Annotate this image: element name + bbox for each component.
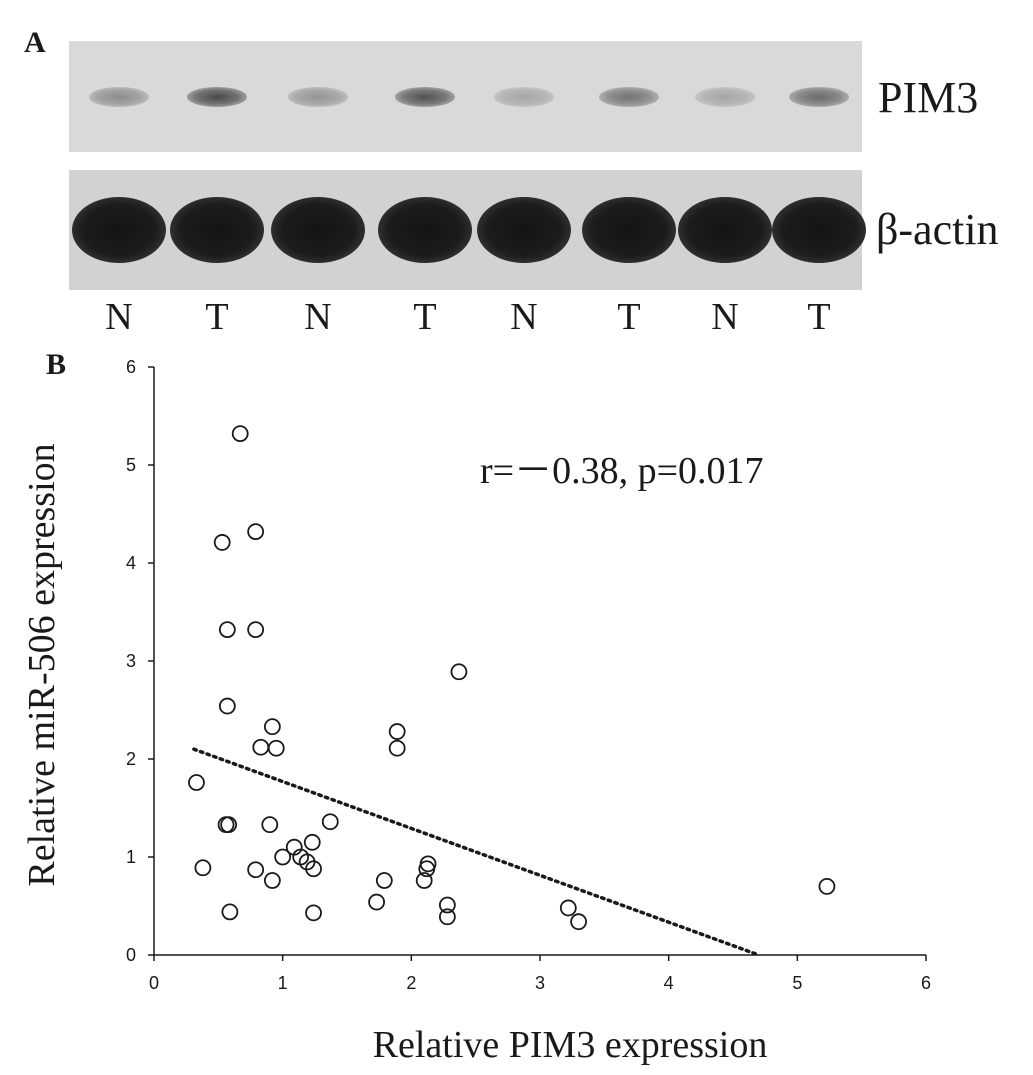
data-point	[247, 523, 265, 541]
pim3-band	[395, 87, 455, 107]
pim3-band	[89, 87, 149, 107]
pim3-band	[187, 87, 247, 107]
data-point	[188, 774, 205, 791]
data-point	[415, 872, 433, 889]
y-tick-label: 0	[126, 945, 136, 965]
data-points	[188, 425, 836, 931]
x-axis-title: Relative PIM3 expression	[373, 1024, 768, 1066]
data-point	[450, 663, 468, 681]
y-tick-label: 2	[126, 749, 136, 769]
lane-label: T	[205, 296, 229, 338]
beta-actin-band	[582, 197, 676, 263]
x-tick-label: 0	[149, 973, 159, 993]
beta-actin-band	[170, 197, 264, 263]
data-point	[263, 718, 281, 736]
lane-label: N	[510, 296, 538, 338]
correlation-annotation: r=－0.38, p=0.017	[480, 450, 764, 492]
data-point	[388, 739, 406, 757]
y-tick-label: 6	[126, 357, 136, 377]
pim3-row-label: PIM3	[878, 73, 979, 122]
beta-actin-band	[772, 197, 866, 263]
pim3-band	[494, 87, 554, 107]
x-tick-label: 5	[792, 973, 802, 993]
lane-label: T	[617, 296, 641, 338]
scatter-plot: 0 1 2 3 4 5 6 0 1 2 3 4 5 6 Relative PIM3 expression…	[21, 357, 931, 1066]
data-point	[220, 816, 238, 834]
lane-label: T	[807, 296, 831, 338]
beta-actin-blot	[69, 170, 866, 290]
panel-b-label: B	[46, 348, 67, 381]
data-point	[247, 621, 265, 639]
pim3-band	[599, 87, 659, 107]
lane-label: N	[304, 296, 332, 338]
data-point	[263, 872, 281, 889]
pim3-band	[288, 87, 348, 107]
y-tick-label: 5	[126, 455, 136, 475]
data-point	[218, 621, 236, 639]
data-point	[218, 697, 236, 715]
x-tick-label: 1	[278, 973, 288, 993]
beta-actin-row-label: β-actin	[876, 205, 999, 254]
data-point	[194, 859, 212, 877]
pim3-band	[789, 87, 849, 107]
data-point	[559, 899, 577, 917]
data-point	[274, 848, 292, 866]
trend-line	[192, 747, 761, 957]
data-point	[375, 872, 393, 889]
pim3-band	[695, 87, 755, 107]
panel-a-label: A	[24, 26, 46, 59]
data-point	[570, 913, 587, 931]
beta-actin-band	[72, 197, 166, 263]
x-tick-label: 4	[664, 973, 674, 993]
y-tick-label: 4	[126, 553, 136, 573]
data-point	[368, 893, 385, 911]
beta-actin-band	[378, 197, 472, 263]
data-point	[231, 425, 249, 443]
beta-actin-band-row	[69, 170, 866, 290]
y-tick-group: 0 1 2 3 4 5 6	[126, 357, 154, 965]
y-axis-title: Relative miR-506 expression	[21, 443, 63, 886]
data-point	[213, 534, 231, 551]
beta-actin-band	[477, 197, 571, 263]
beta-actin-band	[271, 197, 365, 263]
data-point	[321, 813, 339, 831]
lane-label: N	[711, 296, 739, 338]
lane-label: T	[413, 296, 437, 338]
data-point	[388, 723, 406, 740]
x-tick-label: 6	[921, 973, 931, 993]
data-point	[438, 896, 456, 914]
data-point	[247, 861, 265, 879]
data-point	[252, 738, 270, 756]
data-point	[303, 833, 321, 851]
x-tick-label: 3	[535, 973, 545, 993]
beta-actin-band	[678, 197, 772, 263]
data-point	[267, 739, 285, 757]
x-tick-label: 2	[406, 973, 416, 993]
pim3-blot	[69, 41, 862, 152]
data-point	[818, 878, 836, 895]
y-tick-label: 1	[126, 847, 136, 867]
data-point	[418, 860, 436, 878]
data-point	[305, 904, 322, 922]
data-point	[221, 903, 239, 921]
x-tick-group: 0 1 2 3 4 5 6	[149, 955, 931, 993]
lane-label: N	[105, 296, 133, 338]
data-point	[261, 816, 279, 834]
data-point	[438, 908, 456, 926]
pim3-band-row	[69, 41, 862, 152]
data-point	[305, 860, 322, 878]
y-tick-label: 3	[126, 651, 136, 671]
